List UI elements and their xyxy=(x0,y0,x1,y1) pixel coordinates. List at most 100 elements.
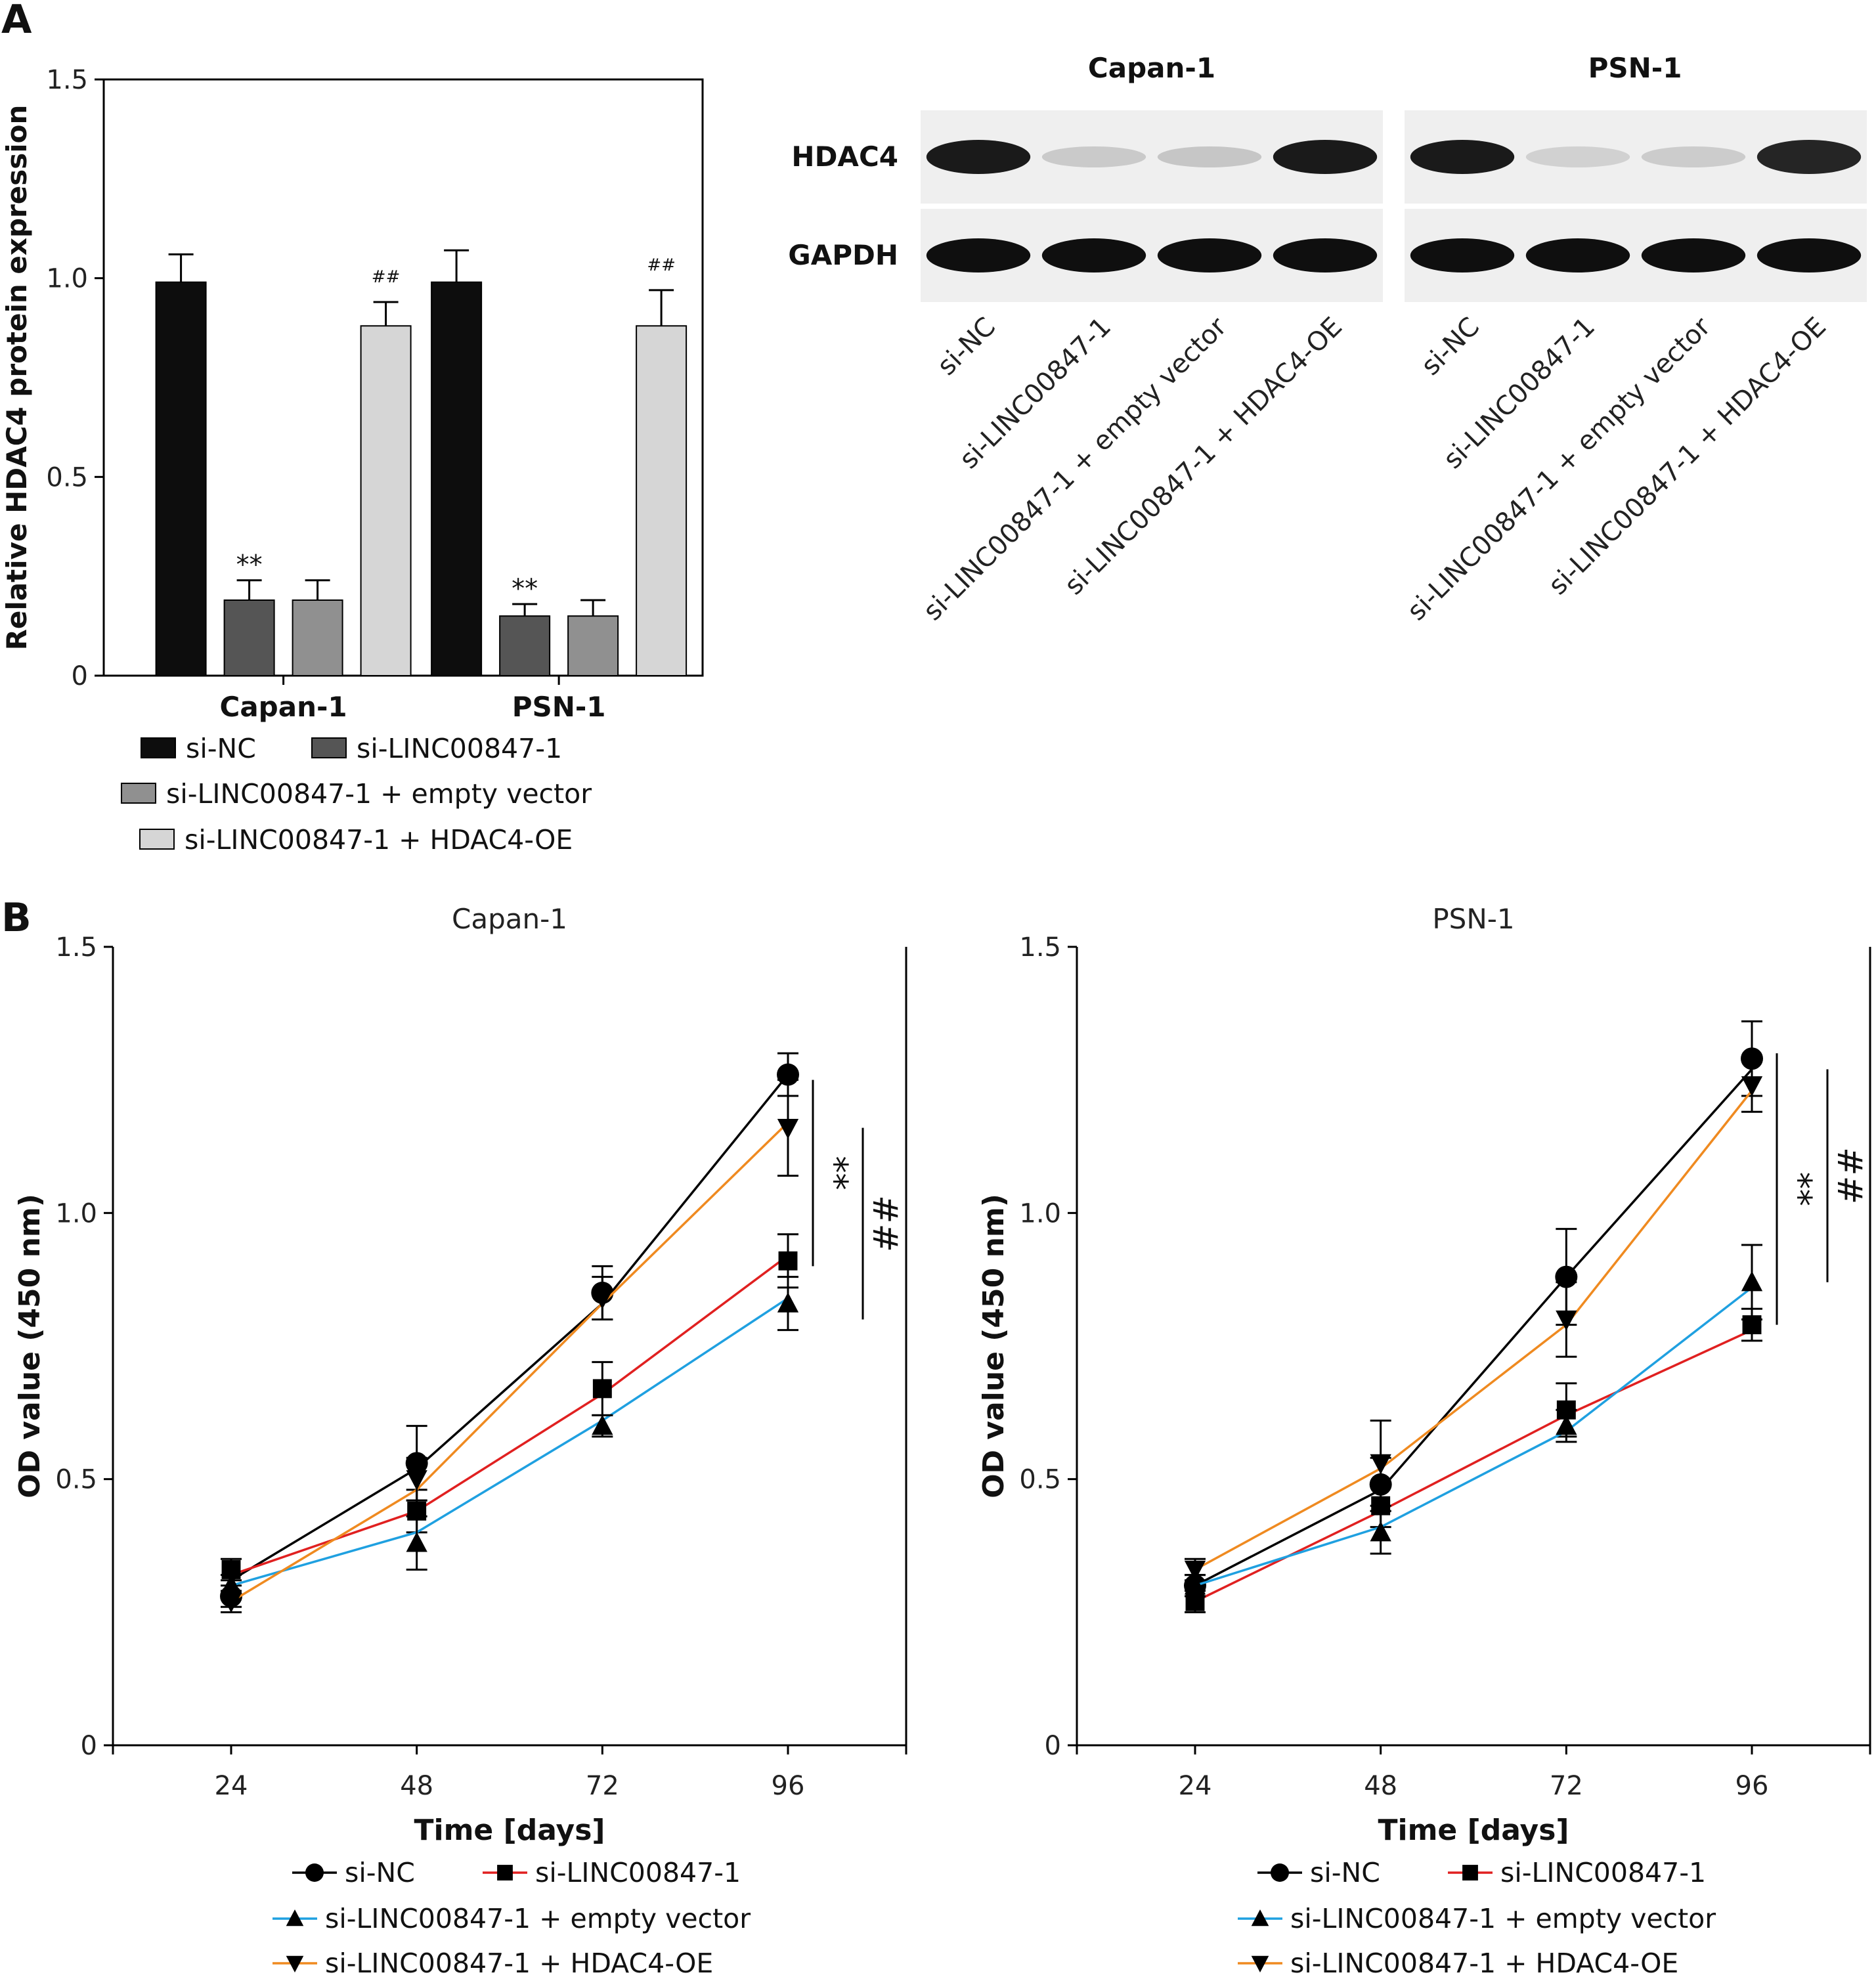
bar xyxy=(636,325,687,677)
x-tick-label: 24 xyxy=(1179,1771,1212,1801)
panel-label-b: B xyxy=(1,895,32,941)
legend-marker xyxy=(1462,1865,1478,1881)
data-point xyxy=(592,1414,613,1435)
x-tick-label: 48 xyxy=(400,1771,433,1801)
significance-label: ** xyxy=(512,574,538,604)
data-point xyxy=(1556,1414,1577,1435)
series-line xyxy=(230,1121,789,1603)
bar xyxy=(499,615,551,677)
legend-marker xyxy=(305,1863,324,1882)
legend-label: si-NC xyxy=(1310,1857,1380,1888)
psn1-line-legend: si-NC si-LINC00847-1 si-LINC00847-1 + empt… xyxy=(1238,1857,1716,1979)
blot-band xyxy=(1756,140,1862,174)
y-axis-label: OD value (450 nm) xyxy=(13,1194,47,1498)
y-tick-label: 1.5 xyxy=(55,932,97,963)
blot-band xyxy=(1157,238,1262,272)
data-point xyxy=(777,1292,799,1313)
y-tick-label: 1.5 xyxy=(46,65,88,95)
blot-lane-label: si-NC xyxy=(932,312,1001,381)
blot-band xyxy=(1410,238,1515,272)
legend-label: si-LINC00847-1 xyxy=(535,1857,741,1888)
legend-marker xyxy=(1251,1955,1269,1972)
significance-label: ** xyxy=(815,1156,854,1190)
y-axis-label: Relative HDAC4 protein expression xyxy=(1,105,33,651)
blot-band xyxy=(1525,146,1630,167)
legend-label: si-LINC00847-1 + HDAC4-OE xyxy=(185,824,573,856)
series-line xyxy=(1194,1089,1753,1571)
legend-marker xyxy=(1251,1909,1269,1927)
bar xyxy=(567,615,619,677)
series-line xyxy=(1194,1068,1753,1587)
x-tick-label: 72 xyxy=(586,1771,619,1801)
blot-cell-line-label: Capan-1 xyxy=(1088,52,1215,84)
blot-band xyxy=(1273,238,1378,272)
legend-label: si-LINC00847-1 + HDAC4-OE xyxy=(325,1948,713,1979)
data-point xyxy=(1741,1076,1763,1097)
data-point xyxy=(220,1574,242,1595)
legend-marker xyxy=(497,1865,513,1881)
bar xyxy=(431,281,483,677)
series-line xyxy=(1194,1329,1753,1603)
y-tick-label: 0 xyxy=(1045,1731,1061,1761)
psn1-line-chart: PSN-1 0 0.5 1.0 1.5 24 48 72 96 Time [days] OD val… xyxy=(977,903,1871,1847)
blot-band xyxy=(1041,146,1146,167)
blot-band xyxy=(1641,238,1746,272)
series-line xyxy=(230,1297,789,1587)
legend-swatch xyxy=(121,783,156,804)
y-tick-label: 0 xyxy=(72,661,88,691)
blot-band xyxy=(1273,140,1378,174)
data-point xyxy=(778,1251,798,1271)
blot-band xyxy=(1641,146,1746,167)
data-point xyxy=(1556,1310,1577,1331)
y-axis-label: OD value (450 nm) xyxy=(977,1194,1011,1498)
significance-label: ** xyxy=(236,550,263,580)
legend-label: si-NC xyxy=(345,1857,415,1888)
significance-label: ## xyxy=(372,267,401,287)
blot-band xyxy=(1157,146,1262,167)
blot-band xyxy=(926,238,1031,272)
y-tick-label: 1.0 xyxy=(46,264,88,294)
blot-cell-line-label: PSN-1 xyxy=(1588,52,1682,84)
series-line xyxy=(230,1074,789,1582)
data-point xyxy=(1370,1521,1391,1542)
legend-marker xyxy=(286,1955,304,1972)
legend-swatch xyxy=(141,737,176,758)
blot-band xyxy=(1410,140,1515,174)
x-tick-label: 96 xyxy=(772,1771,805,1801)
y-tick-label: 0.5 xyxy=(1019,1465,1061,1495)
bar xyxy=(155,281,207,677)
legend-label: si-LINC00847-1 xyxy=(357,733,562,764)
x-tick-label: 72 xyxy=(1550,1771,1583,1801)
y-tick-label: 1.0 xyxy=(55,1198,97,1229)
data-point xyxy=(592,1289,613,1310)
series-line xyxy=(230,1254,789,1577)
x-tick-label: 96 xyxy=(1735,1771,1769,1801)
data-point xyxy=(406,1470,427,1491)
data-point xyxy=(406,1531,427,1552)
y-tick-label: 0.5 xyxy=(46,462,88,492)
capan1-line-legend: si-NC si-LINC00847-1 si-LINC00847-1 + empt… xyxy=(273,1857,751,1979)
blot-band xyxy=(926,140,1031,174)
significance-label: ## xyxy=(647,255,676,275)
bar xyxy=(292,599,343,677)
blot-protein-label: GAPDH xyxy=(788,239,898,271)
panel-label-a: A xyxy=(1,0,32,43)
chart-title: PSN-1 xyxy=(1432,903,1514,935)
capan1-line-chart: Capan-1 0 0.5 1.0 1.5 24 48 72 96 Time [days] OD v… xyxy=(13,903,907,1847)
legend-swatch xyxy=(139,829,175,850)
data-point xyxy=(592,1379,612,1399)
y-tick-label: 1.0 xyxy=(1019,1198,1061,1229)
bar-legend: si-NC si-LINC00847-1 si-LINC00847-1 + empt… xyxy=(121,733,592,856)
legend-label: si-LINC00847-1 + HDAC4-OE xyxy=(1290,1948,1678,1979)
bar xyxy=(360,325,412,677)
x-tick-label: 24 xyxy=(215,1771,248,1801)
legend-label: si-LINC00847-1 + empty vector xyxy=(325,1903,751,1934)
data-point xyxy=(1184,1574,1206,1595)
series-line xyxy=(1194,1286,1753,1587)
legend-marker xyxy=(1271,1863,1289,1882)
x-category-label: Capan-1 xyxy=(220,691,347,723)
chart-title: Capan-1 xyxy=(452,903,567,935)
significance-label: ## xyxy=(1829,1147,1869,1204)
western-blot: Capan-1 PSN-1HDAC4GAPDHsi-NCsi-LINC00847-… xyxy=(788,52,1867,626)
